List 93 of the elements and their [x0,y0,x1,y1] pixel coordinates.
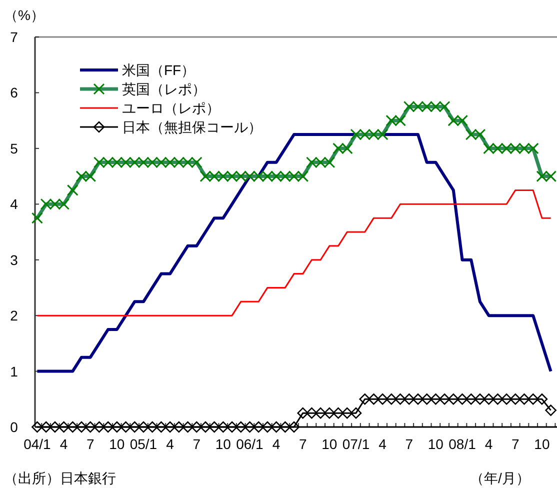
x-tick-label: 7 [86,436,94,452]
point [182,421,194,433]
point [200,421,212,433]
point [94,421,105,433]
text: （出所）日本銀行 [4,470,116,486]
x-tick-label: 7 [511,436,520,452]
point [262,421,274,433]
x-tick-label: 08/1 [448,436,476,452]
point [128,421,140,433]
point [76,421,88,433]
point [324,407,336,419]
point [483,393,494,405]
y-tick-label: 6 [10,84,18,101]
y-axis-title: （%） [4,7,44,23]
point [421,393,432,405]
point [438,393,450,405]
point [84,421,96,433]
point [545,404,556,416]
point [156,421,167,433]
point [518,393,530,405]
legend-label: 英国（レポ） [122,81,206,97]
point [456,393,468,405]
legend-label: ユーロ（レポ） [122,100,220,116]
legend-label: 米国（FF） [122,62,196,78]
x-axis-title: （年/月） [470,470,530,486]
point [146,421,158,433]
y-tick-label: 5 [10,140,18,156]
point [138,421,150,433]
point [500,393,512,405]
point [510,393,522,405]
point [120,421,132,433]
point [350,407,362,419]
x-tick-label: 10 [534,436,550,452]
point [430,393,442,405]
y-tick-label: 1 [10,363,18,380]
point [66,421,78,433]
x-tick-label: 04/1 [24,436,52,452]
x-tick-label: 4 [272,436,280,452]
x-tick-label: 10 [322,436,338,452]
point [492,393,504,405]
x-tick-label: 7 [298,436,307,452]
x-tick-label: 10 [215,436,232,452]
point [173,421,185,433]
point [49,421,61,433]
point [102,421,114,433]
point [226,421,238,433]
x-tick-label: 4 [60,436,68,452]
point [244,421,256,433]
point [270,421,282,433]
x-tick-label: 4 [484,436,493,452]
point [332,407,344,419]
point [376,393,388,405]
x-tick-label: 4 [166,436,174,452]
y-tick-label: 4 [10,196,18,212]
point [306,407,318,419]
point [448,393,460,405]
point [474,393,486,405]
point [527,393,539,405]
point [297,407,309,419]
point [368,393,380,405]
point [58,421,70,433]
point [164,421,176,433]
y-tick-label: 0 [10,419,18,435]
point [252,421,264,433]
point [111,421,123,433]
x-tick-label: 07/1 [342,436,370,452]
x-tick-label: 7 [405,436,414,452]
point [314,407,326,419]
point [280,421,291,433]
y-tick-label: 2 [10,308,18,324]
y-tick-label: 3 [10,252,18,268]
point [465,393,477,405]
point [386,393,398,405]
point [190,421,202,433]
point [412,393,424,405]
point [208,421,220,433]
point [40,421,52,433]
x-tick-label: 7 [192,436,201,452]
point [288,421,300,433]
x-tick-label: 05/1 [130,436,158,452]
point [341,407,353,419]
x-tick-label: 06/1 [236,436,264,452]
y-tick-label: 7 [10,29,18,45]
x-tick-label: 10 [109,436,125,452]
point [536,393,548,405]
point [403,393,415,405]
x-tick-label: 10 [428,436,444,452]
x-tick-label: 4 [378,436,387,452]
point [218,421,229,433]
point [235,421,247,433]
point [359,393,370,405]
point [32,421,43,433]
point [394,393,406,405]
